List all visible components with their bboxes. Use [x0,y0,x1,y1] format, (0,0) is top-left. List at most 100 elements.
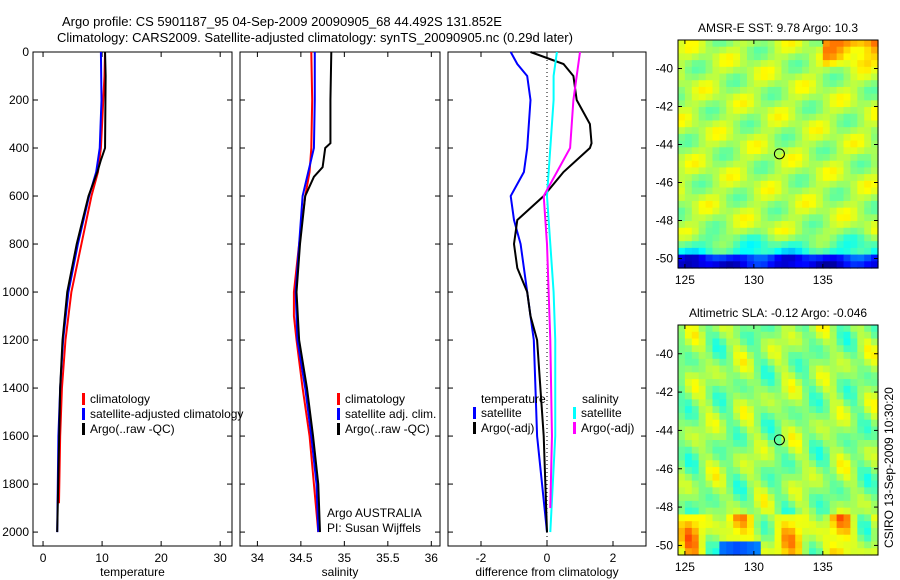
map-cell [698,345,707,353]
map-cell [767,487,776,495]
map-cell [795,480,803,488]
map-cell [788,66,796,75]
map-cell [836,261,845,269]
map-cell [864,174,872,182]
map-cell [829,345,838,353]
map-cell [740,433,748,441]
map-cell [822,214,831,222]
map-cell [719,46,727,55]
map-cell [795,107,803,115]
map-cell [802,487,810,495]
map-cell [678,167,686,175]
map-cell [815,73,824,81]
map-cell [760,365,769,373]
map-cell [836,412,845,421]
map-cell [774,379,783,387]
map-cell [788,494,796,502]
map-cell [809,66,817,75]
map-cell [774,507,783,516]
map-cell [705,494,714,502]
map-cell [829,534,838,543]
map-cell [802,73,810,81]
map-cell [719,358,727,367]
map-cell [774,133,783,142]
map-cell [795,440,803,448]
map-cell [864,180,872,189]
map-cell [774,80,783,88]
map-cell [774,433,783,441]
map-cell [815,180,824,189]
map-cell [767,194,776,202]
map-cell [719,66,727,75]
map-cell [802,40,810,48]
map-cell [726,147,734,155]
map-cell [815,399,824,407]
map-cell [760,73,769,81]
map-cell [857,494,865,502]
map-cell [781,548,789,556]
map-cell [802,406,810,414]
map-cell [795,379,803,387]
map-cell [753,379,762,387]
map-cell [740,473,748,482]
map-cell [698,100,707,108]
map-cell [843,433,852,441]
legend-swatch [82,393,85,405]
map-cell [822,325,831,333]
map-cell [746,480,755,488]
map-cell [746,527,755,536]
map-cell [871,261,879,269]
map-cell [767,453,776,461]
map-cell [719,241,727,249]
map-cell [864,113,872,122]
map-cell [678,352,686,360]
map-cell [815,167,824,175]
map-cell [843,325,852,333]
map-cell [809,227,817,236]
map-cell [850,460,858,468]
map-cell [767,261,776,269]
map-cell [843,419,852,428]
map-cell [822,93,831,101]
map-cell [809,406,817,414]
map-cell [691,494,700,502]
map-cell [850,467,858,475]
map-cell [733,127,741,135]
map-cell [857,500,865,509]
map-cell [733,392,741,401]
map-cell [684,107,693,115]
map-cell [767,154,776,162]
map-cell [719,338,727,346]
map-cell [788,100,796,108]
map-cell [795,473,803,482]
map-cell [843,514,852,522]
map-cell [829,487,838,495]
map-cell [857,487,865,495]
y-tick-label: 200 [9,93,29,107]
map-cell [691,174,700,182]
map-cell [843,200,852,209]
map-cell [726,487,734,495]
map-cell [678,440,686,448]
map-cell [698,241,707,249]
map-cell [740,541,748,549]
map-cell [698,194,707,202]
map-cell [822,100,831,108]
map-y-tick-label: -44 [656,423,674,437]
map-cell [795,541,803,549]
map-cell [740,548,748,556]
map-cell [740,467,748,475]
map-cell [822,53,831,61]
map-cell [871,80,879,88]
map-cell [698,338,707,346]
map-cell [678,527,686,536]
map-cell [843,234,852,242]
map-cell [788,419,796,428]
map-cell [795,86,803,95]
map-cell [788,154,796,162]
map-cell [760,127,769,135]
legend-label: satellite-adjusted climatology [90,407,243,421]
map-cell [781,80,789,88]
map-cell [746,365,755,373]
map-cell [850,60,858,68]
